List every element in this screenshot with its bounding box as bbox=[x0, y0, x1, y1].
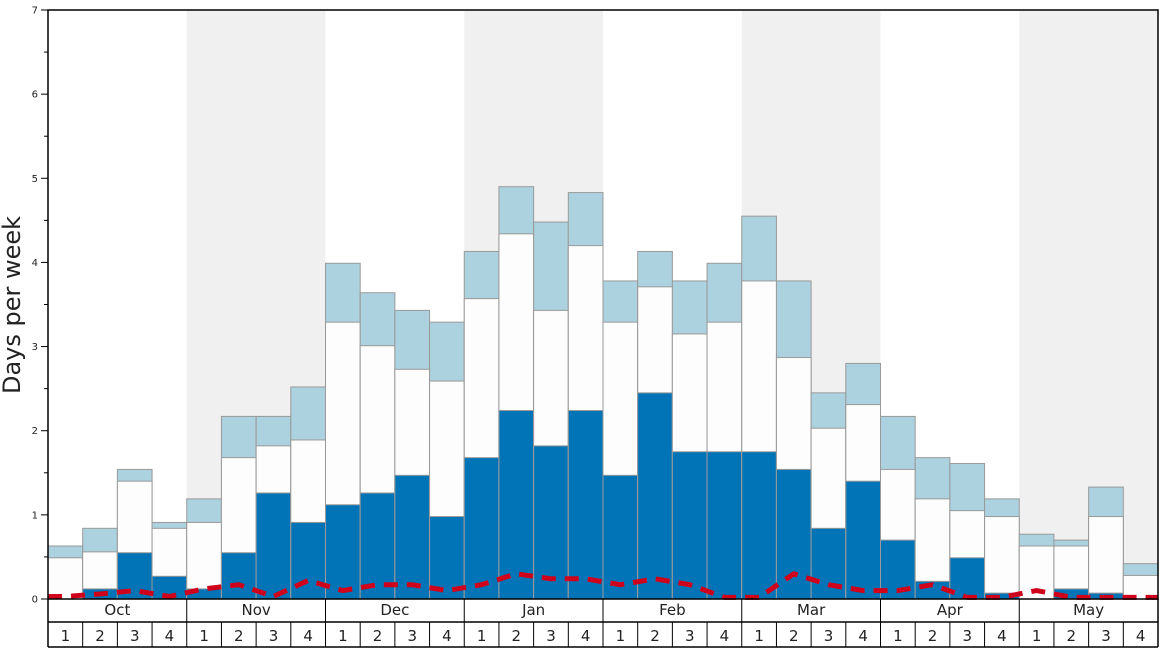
week-label: 1 bbox=[477, 627, 487, 645]
month-label: Mar bbox=[797, 601, 826, 619]
week-label: 2 bbox=[1067, 627, 1077, 645]
y-tick-label: 1 bbox=[32, 510, 38, 521]
bar-dark bbox=[602, 474, 639, 600]
week-label: 1 bbox=[61, 627, 71, 645]
week-label: 4 bbox=[858, 627, 868, 645]
bar-white bbox=[984, 516, 1020, 600]
week-label: 4 bbox=[720, 627, 730, 645]
week-label: 3 bbox=[685, 627, 695, 645]
week-label: 2 bbox=[95, 627, 105, 645]
month-label: Dec bbox=[380, 601, 409, 619]
bar-dark bbox=[567, 410, 604, 600]
week-label: 2 bbox=[650, 627, 660, 645]
week-label: 1 bbox=[199, 627, 209, 645]
bars bbox=[47, 186, 1159, 600]
week-label: 3 bbox=[407, 627, 417, 645]
week-label: 2 bbox=[928, 627, 938, 645]
month-label: Feb bbox=[659, 601, 686, 619]
week-label: 4 bbox=[442, 627, 452, 645]
bar-dark bbox=[255, 492, 292, 600]
bar-white bbox=[1088, 516, 1124, 600]
bar-dark bbox=[429, 516, 465, 600]
y-tick-label: 6 bbox=[32, 90, 38, 101]
bar-dark bbox=[845, 480, 881, 600]
week-label: 3 bbox=[546, 627, 556, 645]
x-axis: Oct 1 2 3 4 Nov 1 2 3 4 Dec 1 2 3 4 Jan 1 2 3 4 Feb 1 2 3 4 Mar 1 2… bbox=[47, 599, 1159, 648]
bar-dark bbox=[775, 468, 812, 600]
y-axis-label: Days per week bbox=[0, 216, 26, 394]
y-tick-label: 7 bbox=[32, 6, 38, 17]
week-label: 1 bbox=[338, 627, 348, 645]
week-label: 3 bbox=[1101, 627, 1111, 645]
week-label: 2 bbox=[373, 627, 383, 645]
week-label: 3 bbox=[824, 627, 834, 645]
week-label: 1 bbox=[1032, 627, 1042, 645]
bar-dark bbox=[949, 557, 986, 600]
week-label: 1 bbox=[616, 627, 626, 645]
week-label: 4 bbox=[165, 627, 175, 645]
bar-dark bbox=[394, 474, 431, 600]
week-label: 4 bbox=[581, 627, 591, 645]
y-axis: 0 1 2 3 4 5 6 7 bbox=[32, 6, 48, 606]
y-tick-label: 4 bbox=[32, 258, 38, 269]
bar-dark bbox=[671, 451, 708, 600]
week-label: 2 bbox=[512, 627, 522, 645]
bar-dark bbox=[359, 492, 396, 600]
week-label: 2 bbox=[789, 627, 799, 645]
bar-dark bbox=[220, 552, 257, 600]
bar-white bbox=[47, 557, 84, 600]
month-label: Jan bbox=[521, 601, 545, 619]
bar-dark bbox=[325, 504, 361, 600]
week-label: 1 bbox=[754, 627, 764, 645]
week-label: 1 bbox=[893, 627, 903, 645]
week-label: 2 bbox=[234, 627, 244, 645]
y-tick-label: 2 bbox=[32, 426, 38, 437]
month-label: May bbox=[1073, 601, 1104, 619]
week-label: 4 bbox=[1136, 627, 1146, 645]
month-label: Nov bbox=[241, 601, 270, 619]
bar-dark bbox=[463, 457, 500, 600]
month-label: Oct bbox=[104, 601, 130, 619]
y-tick-label: 3 bbox=[32, 342, 38, 353]
plot-frame bbox=[47, 9, 1159, 600]
bar-dark bbox=[533, 445, 569, 600]
week-label: 4 bbox=[997, 627, 1007, 645]
bar-dark bbox=[741, 451, 777, 600]
bar-dark bbox=[706, 451, 743, 600]
week-label: 3 bbox=[130, 627, 140, 645]
week-label: 4 bbox=[303, 627, 313, 645]
month-label: Apr bbox=[937, 601, 964, 619]
bar-dark bbox=[637, 392, 673, 600]
bar-dark bbox=[498, 410, 535, 600]
week-label: 3 bbox=[269, 627, 279, 645]
week-label: 3 bbox=[962, 627, 972, 645]
y-tick-label: 5 bbox=[32, 174, 38, 185]
y-tick-label: 0 bbox=[32, 595, 38, 606]
